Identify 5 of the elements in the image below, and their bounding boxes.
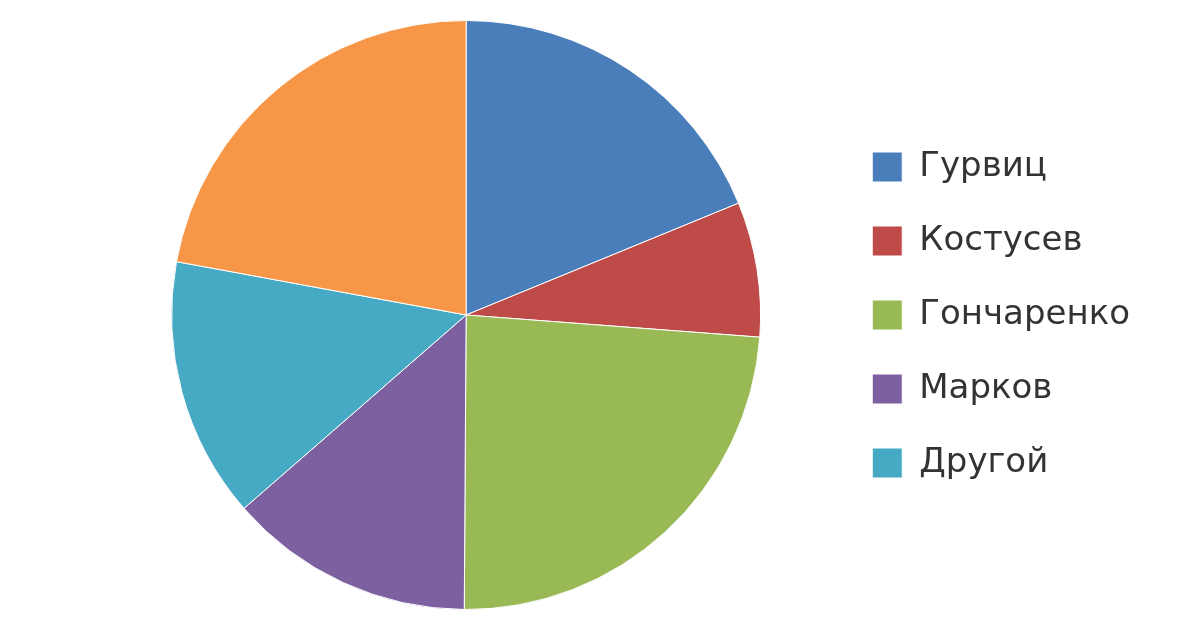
legend-label: Другой	[919, 439, 1049, 480]
legend-label: Гурвиц	[919, 143, 1047, 184]
legend-label: Костусев	[919, 217, 1083, 258]
legend-label: Гончаренко	[919, 291, 1131, 332]
legend-label: Марков	[919, 365, 1053, 406]
